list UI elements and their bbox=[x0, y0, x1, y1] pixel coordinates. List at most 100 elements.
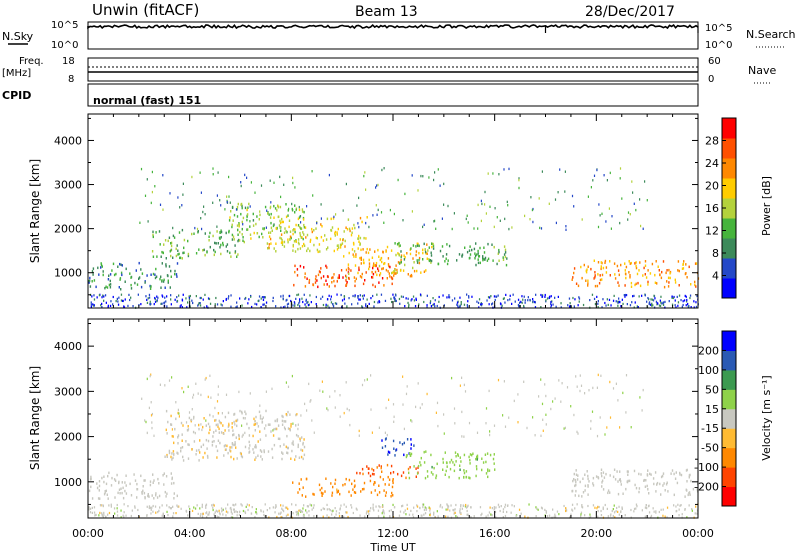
echo-cell bbox=[572, 479, 574, 483]
echo-cell bbox=[586, 268, 588, 271]
scatter-cell bbox=[687, 305, 690, 308]
scatter-cell bbox=[379, 506, 381, 509]
echo-cell bbox=[182, 424, 184, 427]
echo-cell bbox=[402, 471, 405, 474]
scatter-cell bbox=[455, 515, 457, 518]
echo-cell bbox=[261, 232, 263, 236]
echo-cell bbox=[571, 489, 574, 493]
scatter-cell bbox=[618, 505, 620, 508]
scatter-cell bbox=[352, 511, 354, 515]
echo-cell bbox=[345, 268, 348, 272]
scatter-cell bbox=[264, 296, 266, 299]
echo-cell bbox=[240, 202, 243, 206]
echo-cell bbox=[416, 472, 419, 475]
sparse-cell bbox=[334, 390, 336, 393]
echo-cell bbox=[353, 491, 356, 494]
sparse-cell bbox=[182, 182, 184, 185]
scatter-cell bbox=[429, 300, 432, 303]
echo-cell bbox=[100, 266, 102, 269]
scatter-cell bbox=[687, 302, 689, 306]
echo-cell bbox=[416, 261, 419, 264]
sparse-cell bbox=[629, 213, 631, 216]
echo-cell bbox=[303, 445, 306, 449]
echo-cell bbox=[215, 423, 217, 427]
echo-cell bbox=[371, 256, 374, 259]
echo-cell bbox=[275, 227, 277, 230]
scatter-cell bbox=[555, 305, 557, 308]
scatter-cell bbox=[263, 513, 265, 516]
echo-cell bbox=[445, 253, 448, 256]
velocity-colorbar-tick-label: 15 bbox=[705, 403, 719, 416]
scatter-cell bbox=[326, 508, 328, 511]
scatter-cell bbox=[216, 515, 218, 518]
echo-cell bbox=[637, 281, 639, 285]
scatter-cell bbox=[93, 294, 95, 297]
echo-cell bbox=[248, 440, 250, 444]
echo-cell bbox=[353, 485, 356, 489]
echo-cell bbox=[416, 242, 418, 245]
scatter-cell bbox=[453, 509, 455, 512]
echo-cell bbox=[271, 229, 273, 232]
echo-cell bbox=[257, 425, 260, 428]
echo-cell bbox=[504, 251, 507, 254]
scatter-cell bbox=[108, 511, 111, 515]
echo-cell bbox=[577, 284, 580, 288]
echo-cell bbox=[382, 250, 384, 254]
echo-cell bbox=[354, 284, 356, 288]
echo-cell bbox=[234, 251, 236, 255]
echo-cell bbox=[463, 476, 465, 479]
scatter-cell bbox=[303, 504, 305, 507]
sparse-cell bbox=[597, 373, 599, 377]
scatter-cell bbox=[302, 507, 304, 510]
sparse-cell bbox=[609, 416, 612, 419]
scatter-cell bbox=[89, 507, 92, 510]
echo-cell bbox=[362, 282, 365, 286]
power-xticks bbox=[87, 114, 699, 308]
echo-cell bbox=[155, 275, 158, 278]
echo-cell bbox=[179, 256, 181, 260]
echo-cell bbox=[302, 441, 304, 445]
scatter-cell bbox=[606, 507, 608, 510]
echo-cell bbox=[358, 234, 360, 238]
scatter-cell bbox=[116, 510, 119, 513]
echo-cell bbox=[237, 202, 239, 206]
echo-cell bbox=[165, 428, 167, 432]
echo-cell bbox=[245, 412, 247, 416]
echo-cell bbox=[628, 479, 631, 483]
echo-cell bbox=[666, 481, 668, 484]
echo-cell bbox=[120, 487, 122, 490]
echo-cell bbox=[418, 261, 421, 265]
echo-cell bbox=[668, 268, 670, 272]
echo-cell bbox=[103, 475, 105, 478]
scatter-cell bbox=[612, 299, 615, 302]
echo-cell bbox=[381, 260, 383, 264]
echo-cell bbox=[584, 489, 586, 492]
scatter-cell bbox=[565, 507, 567, 510]
nsearch-tick-bottom: 10^0 bbox=[705, 40, 732, 51]
echo-cell bbox=[165, 265, 167, 268]
sparse-cell bbox=[249, 220, 251, 223]
sparse-cell bbox=[503, 380, 505, 383]
echo-cell bbox=[347, 266, 350, 270]
nave-tick-bottom: 0 bbox=[708, 74, 714, 85]
scatter-cell bbox=[110, 300, 112, 303]
scatter-cell bbox=[480, 303, 482, 306]
echo-cell bbox=[288, 219, 291, 222]
scatter-cell bbox=[378, 300, 380, 303]
echo-cell bbox=[481, 468, 483, 472]
scatter-cell bbox=[250, 295, 252, 298]
echo-cell bbox=[331, 226, 334, 229]
scatter-cell bbox=[545, 511, 547, 514]
echo-cell bbox=[95, 285, 97, 289]
scatter-cell bbox=[225, 507, 227, 510]
scatter-cell bbox=[686, 516, 688, 519]
sparse-cell bbox=[292, 422, 294, 425]
echo-cell bbox=[96, 486, 99, 490]
echo-cell bbox=[249, 444, 251, 447]
echo-cell bbox=[292, 232, 294, 236]
echo-cell bbox=[309, 238, 312, 242]
velocity-colorbar-swatch bbox=[722, 428, 736, 449]
echo-cell bbox=[355, 253, 357, 256]
echo-cell bbox=[377, 248, 379, 252]
echo-cell bbox=[607, 491, 609, 495]
